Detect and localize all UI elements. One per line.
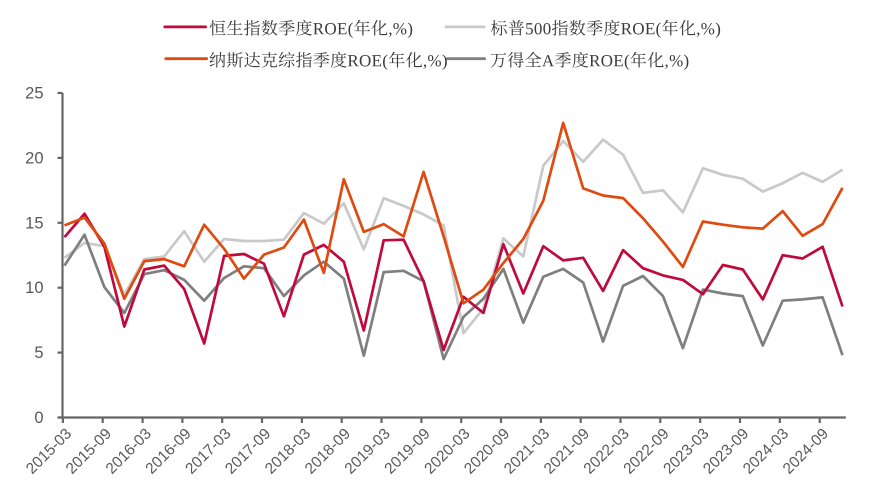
svg-text:0: 0	[34, 409, 43, 427]
svg-text:15: 15	[25, 214, 43, 232]
svg-text:10: 10	[25, 279, 43, 297]
svg-text:20: 20	[25, 149, 43, 167]
svg-text:5: 5	[34, 344, 43, 362]
svg-text:25: 25	[25, 85, 43, 103]
